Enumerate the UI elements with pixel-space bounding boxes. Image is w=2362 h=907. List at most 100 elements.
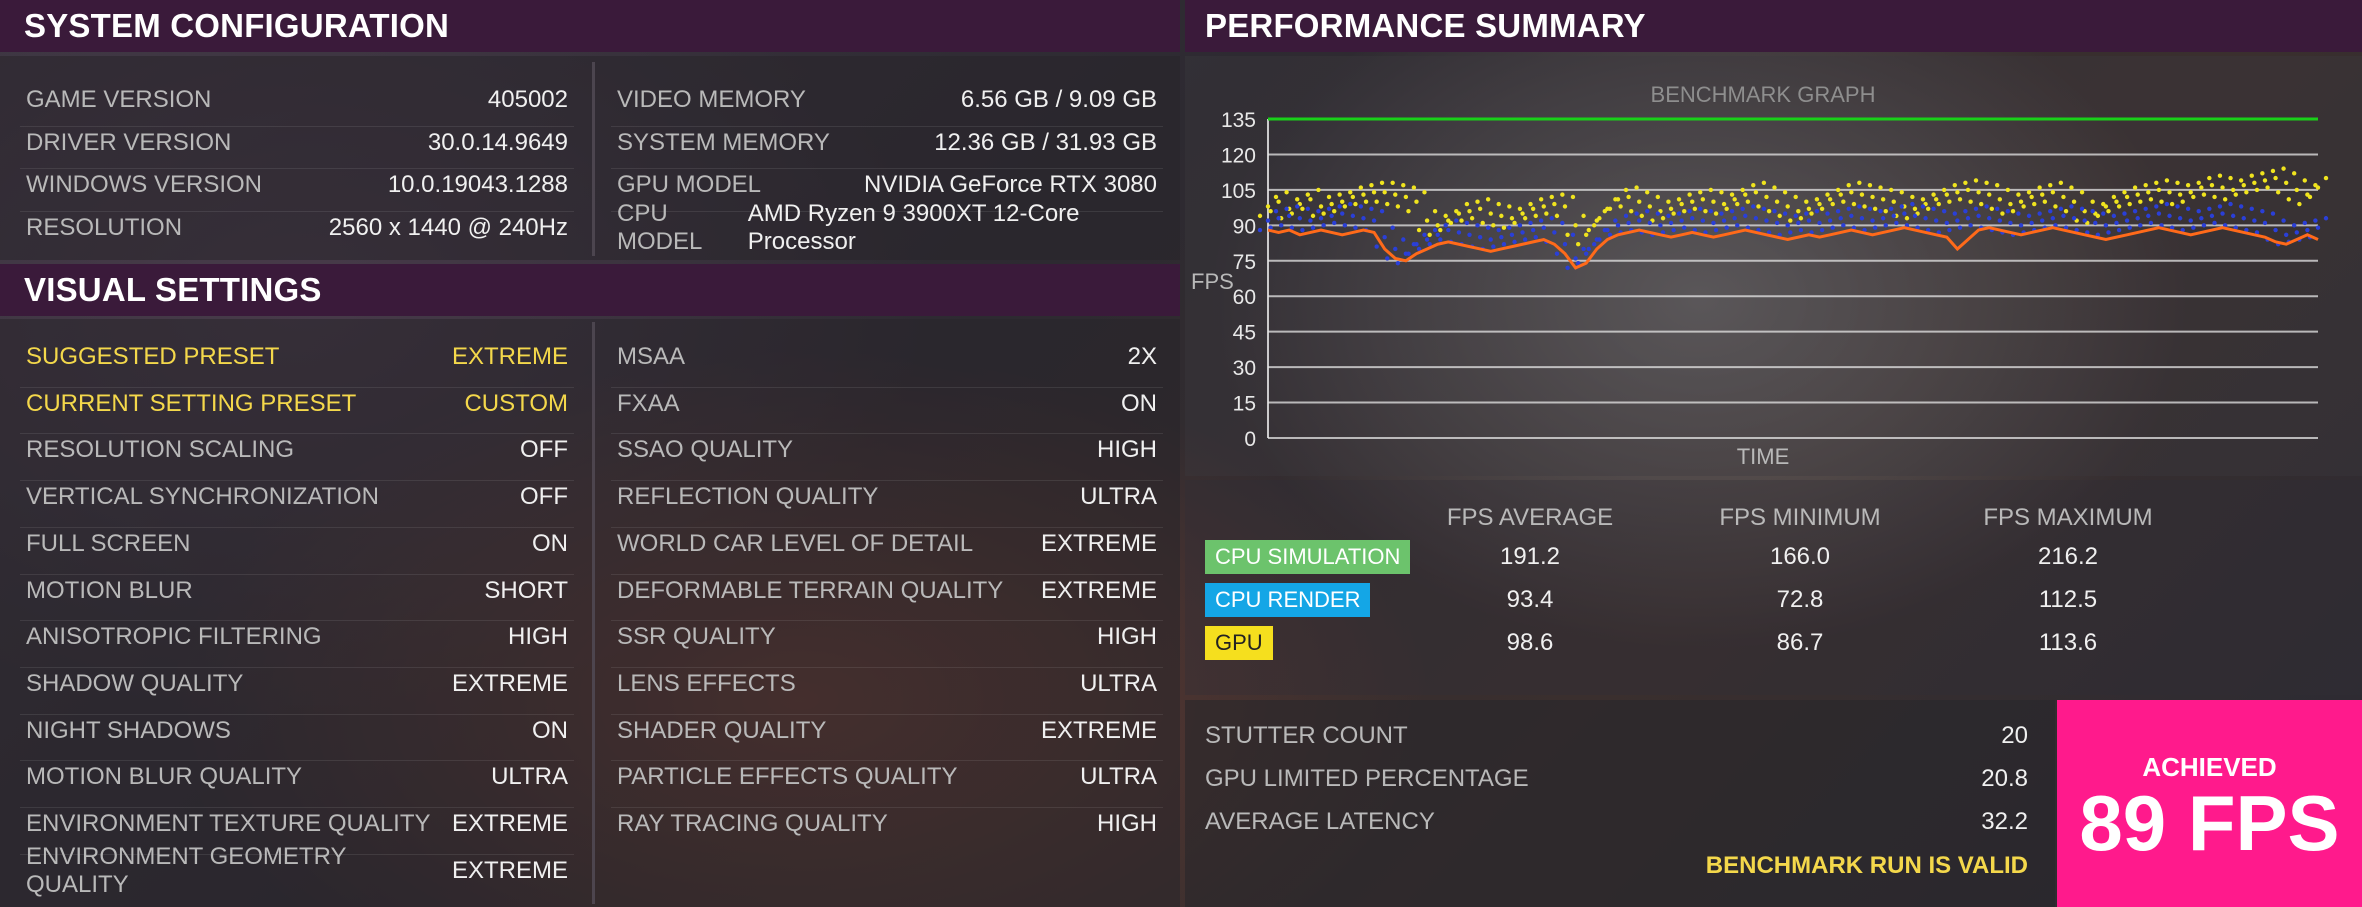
series-cpu_render-point [1475,223,1480,228]
series-cpu_render-point [2273,227,2278,233]
series-gpu-point [1581,213,1586,219]
series-gpu-point [1533,213,1538,219]
series-gpu-point [2114,199,2119,204]
series-gpu-point [1997,197,2003,202]
series-cpu_render-point [1382,234,1387,240]
series-gpu-point [1825,192,1830,197]
series-gpu-point [1295,197,1300,202]
series-cpu_render-point [2207,206,2212,211]
fps-column-header: FPS MAXIMUM [1983,504,2153,531]
series-cpu_render-point [1637,218,1642,223]
series-cpu_render-point [1295,204,1300,209]
series-gpu-point [2090,199,2095,204]
series-gpu-point [1496,201,1501,207]
visual-setting-value: EXTREME [1040,716,1157,744]
stat-row: AVERAGE LATENCY 32.2 [1205,806,2028,838]
row-separator [20,666,574,668]
series-gpu-point [1637,199,1642,204]
series-gpu-point [1326,194,1332,200]
series-gpu-point [2148,197,2154,202]
series-gpu-point [1912,206,1918,211]
series-cpu_render-point [2069,204,2074,209]
sysconfig-value: 10.0.19043.1288 [387,171,568,199]
series-gpu-point [1528,201,1533,207]
series-cpu_render-point [1955,218,1960,223]
series-gpu-point [2207,175,2212,181]
chart-y-tick-label: 15 [1233,393,1256,416]
series-cpu_render-point [1976,213,1981,219]
series-gpu-point [1957,197,1963,202]
series-gpu-point [1626,194,1631,200]
visual-setting-row: SSAO QUALITY HIGH [617,434,1157,466]
series-cpu_render-point [2095,232,2101,237]
series-gpu-point [1554,213,1560,219]
series-gpu-point [2294,187,2299,193]
series-cpu_render-point [1379,208,1385,214]
series-cpu_render-point [2281,218,2286,223]
series-cpu_render-point [1883,223,1888,228]
fps-value: 191.2 [1499,543,1561,570]
visual-setting-label: SHADOW QUALITY [26,669,244,697]
series-cpu_render-point [2005,208,2011,214]
series-cpu_render-point [1316,208,1321,214]
row-separator [20,211,574,213]
visual-setting-row: DEFORMABLE TERRAIN QUALITY EXTREME [617,575,1157,607]
series-gpu-point [1774,199,1780,204]
series-cpu_render-point [1512,239,1517,245]
series-cpu_render-point [1538,218,1544,223]
series-cpu_render-point [2228,201,2233,207]
series-gpu-point [1891,199,1896,204]
series-cpu_render-point [1297,216,1303,221]
visual-setting-row: SHADER QUALITY EXTREME [617,715,1157,747]
fps-column-header: FPS MINIMUM [1719,504,1881,531]
chart-y-tick-label: 90 [1233,215,1256,238]
row-separator [611,807,1163,808]
visual-setting-row: RAY TRACING QUALITY HIGH [617,808,1157,840]
series-gpu-point [1268,208,1273,214]
series-gpu-point [1414,199,1419,204]
series-gpu-point [1995,182,2000,188]
series-cpu_render-point [1796,220,1801,226]
series-gpu-point [1708,187,1714,193]
series-cpu_render-point [1308,218,1313,223]
series-cpu_render-point [1501,242,1507,247]
series-gpu-point [2297,201,2302,207]
visual-setting-row: WORLD CAR LEVEL OF DETAIL EXTREME [617,528,1157,560]
series-gpu-point [1668,206,1674,211]
series-cpu_render-point [1528,220,1533,226]
sysconfig-row: GAME VERSION 405002 [26,84,568,116]
series-gpu-point [2008,201,2013,207]
series-gpu-point [1955,190,1960,195]
series-cpu_render-point [1485,225,1491,230]
series-gpu-point [1340,199,1345,204]
series-cpu_render-point [2079,206,2085,211]
series-gpu-point [2095,213,2101,219]
series-cpu_render-point [2085,230,2090,235]
series-gpu-point [1390,180,1395,185]
stat-label: GPU LIMITED PERCENTAGE [1205,765,1529,792]
series-cpu_render-point [1772,208,1777,214]
series-cpu_render-point [2244,227,2249,233]
visual-setting-value: ON [532,716,568,744]
series-cpu_render-point [1645,208,1650,214]
series-gpu-point [1947,199,1952,204]
visual-setting-row: ENVIRONMENT GEOMETRY QUALITY EXTREME [26,843,568,898]
series-gpu-point [1562,204,1568,209]
series-cpu_render-point [1464,220,1470,226]
series-cpu_render-point [1416,246,1422,252]
series-gpu-point [2116,204,2122,209]
series-gpu-point [2135,192,2140,197]
series-cpu_render-point [2294,230,2299,235]
series-cpu_render-point [1764,218,1769,223]
visual-setting-label: VERTICAL SYNCHRONIZATION [26,483,379,511]
series-cpu_render-point [1541,225,1546,230]
series-cpu_render-point [1477,234,1483,240]
series-cpu_render-point [1613,218,1618,223]
series-gpu-point [1944,192,1949,197]
series-gpu-point [1880,197,1886,202]
series-gpu-point [1456,211,1462,216]
series-cpu_render-point [2180,227,2185,233]
row-separator [611,760,1163,762]
series-gpu-point [1337,192,1342,197]
series-cpu_render-point [1257,227,1263,233]
